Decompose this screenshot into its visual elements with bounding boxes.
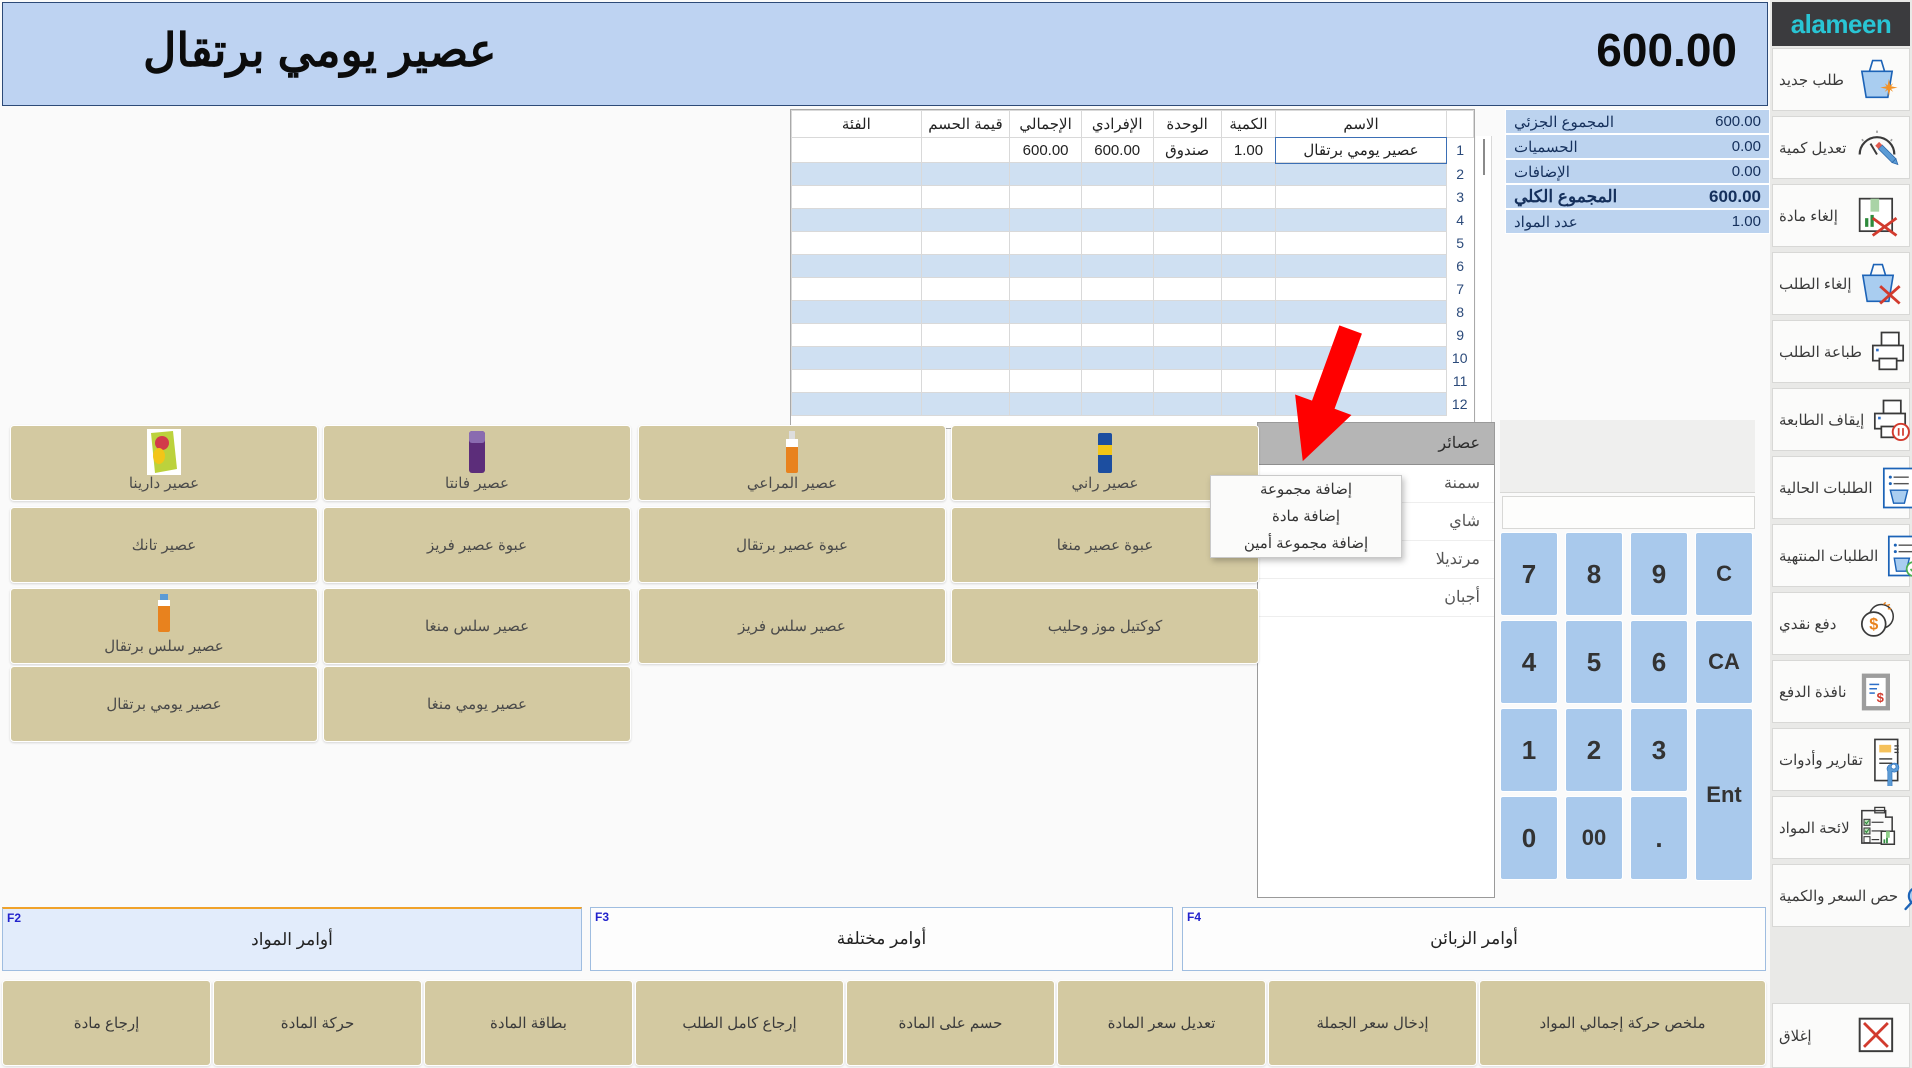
svg-text:$: $ [1869,615,1878,633]
svg-text:$: $ [1877,689,1885,704]
